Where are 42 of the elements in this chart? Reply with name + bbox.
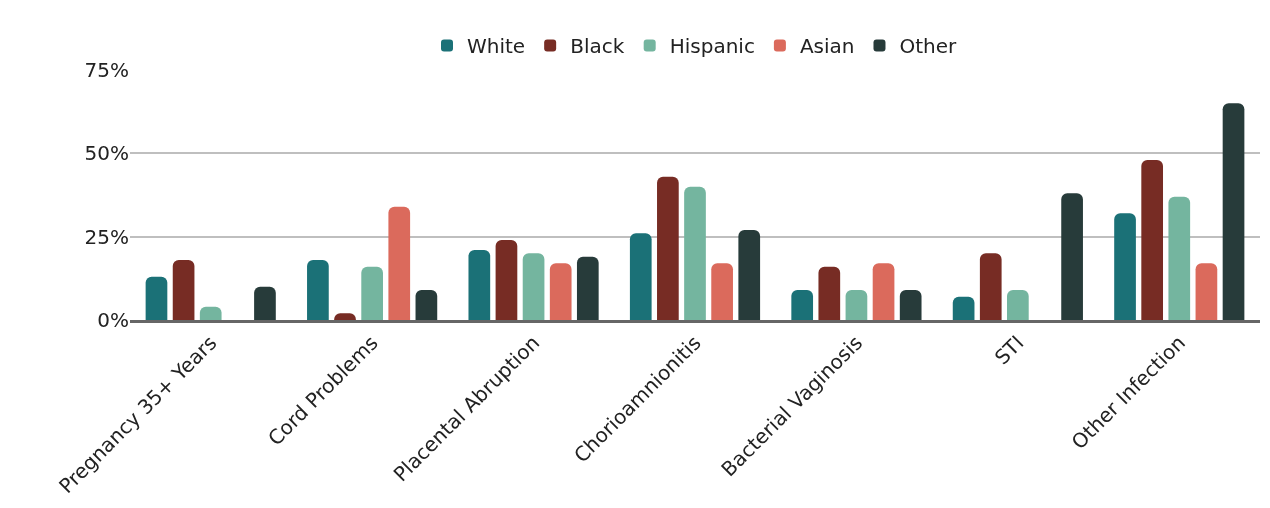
bar — [657, 176, 679, 320]
bar — [684, 186, 706, 320]
bar — [522, 253, 545, 320]
bar — [899, 290, 922, 320]
bar — [468, 250, 491, 320]
bar — [791, 290, 814, 320]
y-tick-label: 75% — [84, 58, 129, 82]
x-tick-label: STI — [989, 330, 1029, 370]
bar — [1168, 196, 1191, 320]
legend-label: Black — [570, 34, 625, 59]
legend-label: Hispanic — [669, 34, 755, 59]
bar — [979, 253, 1002, 320]
bar — [711, 263, 733, 320]
y-tick-label: 50% — [84, 141, 129, 166]
bar — [1007, 290, 1029, 320]
bar — [361, 266, 383, 320]
bar — [818, 266, 841, 320]
bar — [952, 296, 975, 320]
bar — [1141, 160, 1164, 320]
legend-label: Other — [899, 34, 958, 59]
bar — [629, 233, 652, 320]
bar — [388, 206, 411, 320]
bar — [172, 260, 195, 320]
y-tick-label: 25% — [84, 224, 129, 249]
legend-label: Asian — [799, 34, 855, 59]
bar — [495, 240, 518, 320]
legend-label: White — [467, 34, 526, 59]
y-tick-label: 0% — [97, 308, 129, 332]
bar — [199, 306, 222, 320]
bar — [1195, 263, 1218, 320]
bar — [872, 263, 895, 320]
bar — [738, 230, 761, 320]
bar — [145, 276, 168, 320]
bar — [415, 290, 438, 320]
bar — [1061, 193, 1083, 320]
bar — [307, 260, 329, 320]
bar — [549, 263, 572, 320]
bar — [576, 256, 599, 320]
bar — [1114, 213, 1136, 320]
bar — [845, 290, 868, 320]
bar — [254, 286, 276, 320]
bar — [1222, 103, 1245, 320]
